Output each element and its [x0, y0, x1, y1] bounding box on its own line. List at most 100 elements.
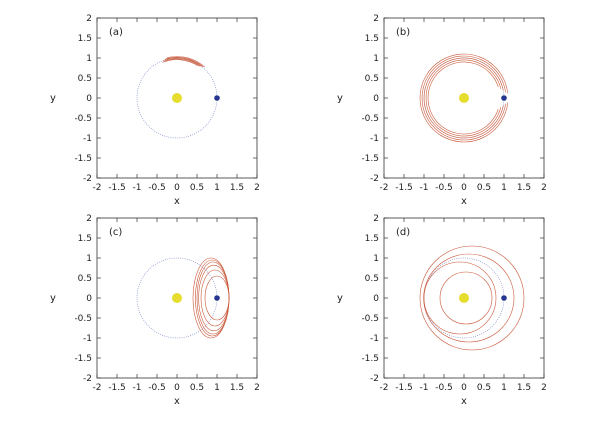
chart-1-ytick-label: -1 — [83, 134, 92, 144]
chart-1-ytick-label: -2 — [83, 174, 92, 184]
chart-4-xtick-label: 2 — [541, 383, 547, 393]
chart-2-ytick-label: -1 — [370, 134, 379, 144]
chart-1-trajectory-4 — [162, 59, 199, 67]
chart-3-xtick-label: 2 — [254, 383, 260, 393]
chart-1-xtick-label: 2 — [254, 183, 260, 193]
chart-3-xtick-label: 0 — [174, 383, 180, 393]
chart-4-ytick-label: 0 — [373, 294, 379, 304]
chart-4-xtick-label: 0 — [461, 383, 467, 393]
chart-4: -2 -1.5 -1 -0.5 0 0.5 1 1.5 2 2 1.5 1 0.5 0 -0.5 -1 -1.5… — [337, 214, 547, 407]
chart-2-ytick-label: 1.5 — [365, 34, 379, 44]
chart-2-trajectory-4 — [421, 55, 506, 141]
chart-4-ytick-label: -1 — [370, 334, 379, 344]
chart-1-planet-marker — [214, 95, 220, 101]
chart-2-xtick-label: -1.5 — [395, 183, 413, 193]
chart-3-xtick-label: 0.5 — [190, 383, 204, 393]
chart-4-ytick-label: 1.5 — [365, 234, 379, 244]
chart-3-xtick-label: 1 — [214, 383, 220, 393]
chart-4-planet-marker — [501, 295, 507, 301]
chart-1-ytick-label: -0.5 — [74, 114, 92, 124]
chart-3-ytick-label: 1.5 — [78, 234, 92, 244]
chart-3-planet-marker — [214, 295, 220, 301]
chart-4-ytick-label: 1 — [373, 254, 379, 264]
chart-2: -2 -1.5 -1 -0.5 0 0.5 1 1.5 2 2 1.5 1 0.5 0 -0.5 -1 -1.5… — [337, 14, 547, 207]
chart-3-trajectory-3 — [198, 264, 230, 332]
chart-1-xtick-label: 1 — [214, 183, 220, 193]
chart-1-xtick-label: 0.5 — [190, 183, 204, 193]
chart-3-trajectory-4 — [196, 261, 230, 335]
chart-3-ytick-label: 0.5 — [78, 274, 92, 284]
chart-1-xtick-label: 1.5 — [230, 183, 244, 193]
chart-2-ytick-label: -1.5 — [361, 154, 379, 164]
chart-3-ylabel: y — [50, 293, 56, 304]
chart-2-xtick-label: -2 — [380, 183, 389, 193]
chart-3: -2 -1.5 -1 -0.5 0 0.5 1 1.5 2 2 1.5 1 0.5 0 -0.5 -1 -1.5… — [50, 214, 260, 407]
chart-4-trajectory-4 — [439, 271, 493, 325]
chart-3-xtick-label: -1.5 — [108, 383, 126, 393]
chart-1-trajectory-5 — [166, 56, 206, 68]
chart-4-xtick-label: -0.5 — [435, 383, 453, 393]
chart-2-ytick-label: 0.5 — [365, 74, 379, 84]
chart-2-xtick-label: 1 — [501, 183, 507, 193]
chart-4-xlabel: x — [461, 396, 467, 407]
chart-2-xtick-label: -0.5 — [435, 183, 453, 193]
chart-3-ytick-label: -1.5 — [74, 354, 92, 364]
chart-4-ytick-label: -0.5 — [361, 314, 379, 324]
chart-1-ytick-label: 2 — [86, 14, 92, 24]
chart-2-planet-marker — [501, 95, 507, 101]
chart-4-trajectory-1 — [419, 245, 525, 351]
chart-1-xlabel: x — [174, 196, 180, 207]
chart-4-ylabel: y — [337, 293, 343, 304]
chart-3-ytick-label: -2 — [83, 374, 92, 384]
chart-1-panel-label: (a) — [109, 27, 123, 38]
chart-2-ytick-label: 2 — [373, 14, 379, 24]
chart-4-xtick-label: -2 — [380, 383, 389, 393]
chart-2-ytick-label: -2 — [370, 174, 379, 184]
chart-1-ytick-label: 1 — [86, 54, 92, 64]
chart-4-xtick-label: -1 — [420, 383, 429, 393]
chart-4-xtick-label: -1.5 — [395, 383, 413, 393]
chart-4-xtick-label: 1 — [501, 383, 507, 393]
chart-3-ytick-label: -1 — [83, 334, 92, 344]
chart-1-xtick-label: -2 — [93, 183, 102, 193]
chart-2-xtick-label: 2 — [541, 183, 547, 193]
chart-1-ylabel: y — [50, 93, 56, 104]
chart-3-sun-marker — [172, 293, 182, 303]
chart-2-ytick-label: 1 — [373, 54, 379, 64]
chart-3-xlabel: x — [174, 396, 180, 407]
chart-3-xtick-label: -2 — [93, 383, 102, 393]
chart-4-xtick-label: 0.5 — [477, 383, 491, 393]
chart-1-xtick-label: 0 — [174, 183, 180, 193]
chart-1-ytick-label: 0 — [86, 94, 92, 104]
chart-3-ytick-label: 1 — [86, 254, 92, 264]
chart-3-trajectory-5 — [195, 259, 230, 337]
chart-2-panel-label: (b) — [396, 27, 410, 38]
chart-2-xtick-label: -1 — [420, 183, 429, 193]
chart-1: -2 -1.5 -1 -0.5 0 0.5 1 1.5 2 2 1.5 1 0.5 0 -0.5 -1 -1.5… — [50, 14, 260, 207]
chart-2-xlabel: x — [461, 196, 467, 207]
chart-1-ytick-label: -1.5 — [74, 154, 92, 164]
chart-1-sun-marker — [172, 93, 182, 103]
chart-4-ytick-label: 0.5 — [365, 274, 379, 284]
chart-2-ytick-label: -0.5 — [361, 114, 379, 124]
chart-2-ylabel: y — [337, 93, 343, 104]
chart-2-trajectory-3 — [423, 57, 504, 139]
chart-3-xtick-label: -1 — [133, 383, 142, 393]
chart-2-xtick-label: 0 — [461, 183, 467, 193]
chart-3-ytick-label: -0.5 — [74, 314, 92, 324]
chart-2-ytick-label: 0 — [373, 94, 379, 104]
chart-4-ytick-label: 2 — [373, 214, 379, 224]
chart-2-sun-marker — [459, 93, 469, 103]
chart-4-xtick-label: 1.5 — [517, 383, 531, 393]
chart-1-ytick-label: 1.5 — [78, 34, 92, 44]
chart-4-ytick-label: -1.5 — [361, 354, 379, 364]
chart-2-xtick-label: 1.5 — [517, 183, 531, 193]
chart-4-trajectory-2 — [423, 253, 515, 343]
chart-2-trajectory-5 — [419, 53, 509, 143]
chart-3-trajectory-6 — [192, 257, 230, 339]
chart-3-panel-label: (c) — [109, 227, 122, 238]
chart-1-trajectory-1 — [164, 57, 202, 67]
chart-2-xtick-label: 0.5 — [477, 183, 491, 193]
chart-1-xtick-label: -0.5 — [148, 183, 166, 193]
